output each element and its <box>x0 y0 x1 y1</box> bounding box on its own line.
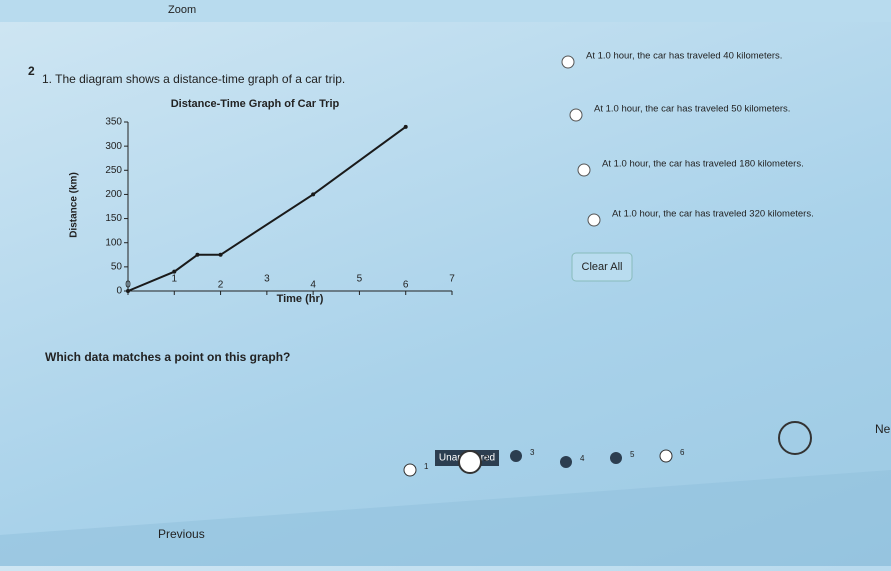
footer-band <box>0 470 891 566</box>
y-axis-label: Distance (km) <box>69 172 80 238</box>
y-tick-label: 150 <box>105 213 122 224</box>
option-text[interactable]: At 1.0 hour, the car has traveled 40 kil… <box>586 51 782 62</box>
question: Which data matches a point on this graph… <box>45 350 290 364</box>
option-radio[interactable] <box>587 213 601 227</box>
nav-number[interactable]: 6 <box>680 448 685 457</box>
x-tick-label: 6 <box>403 280 409 291</box>
nav-bubble[interactable] <box>560 456 572 468</box>
prompt: 1. The diagram shows a distance-time gra… <box>42 72 345 86</box>
nav-number[interactable]: 1 <box>424 462 429 471</box>
graph-line <box>127 126 407 292</box>
y-tick-label: 200 <box>105 189 122 200</box>
option-radio[interactable] <box>569 108 583 122</box>
previous-button[interactable]: Previous <box>158 527 205 541</box>
graph-point <box>126 289 130 293</box>
option-text[interactable]: At 1.0 hour, the car has traveled 180 ki… <box>602 159 804 170</box>
y-tick-label: 50 <box>111 261 123 272</box>
question-number: 2 <box>28 64 35 78</box>
graph-point <box>311 192 316 197</box>
nav-number[interactable]: 2 <box>484 454 489 463</box>
option-text[interactable]: At 1.0 hour, the car has traveled 50 kil… <box>594 104 790 115</box>
x-axis-label: Time (hr) <box>277 293 324 305</box>
clear-all-button[interactable] <box>571 252 633 282</box>
nav-bubble[interactable] <box>510 450 522 462</box>
x-tick-label: 2 <box>218 280 224 291</box>
toolbar <box>0 0 891 22</box>
zoom-button[interactable]: Zoom <box>168 4 196 16</box>
y-tick-label: 350 <box>105 117 122 128</box>
y-tick-label: 100 <box>105 237 122 248</box>
nav-number[interactable]: 4 <box>580 454 585 463</box>
y-tick-label: 250 <box>105 165 122 176</box>
nav-number[interactable]: 3 <box>530 448 535 457</box>
graph-point <box>172 269 177 274</box>
x-tick-label: 0 <box>125 280 131 291</box>
option-radio[interactable] <box>561 55 575 69</box>
graph-point <box>195 252 200 257</box>
graph-point <box>218 252 223 257</box>
y-tick-label: 300 <box>105 141 122 152</box>
next-button[interactable]: Ne <box>875 422 891 436</box>
nav-bubble[interactable] <box>403 463 417 477</box>
option-text[interactable]: At 1.0 hour, the car has traveled 320 ki… <box>612 209 814 220</box>
x-tick-label: 4 <box>310 280 316 291</box>
graph-title: Distance-Time Graph of Car Trip <box>171 98 340 110</box>
clear-all-label[interactable]: Clear All <box>582 261 623 273</box>
x-tick-label: 1 <box>172 274 178 285</box>
option-radio[interactable] <box>577 163 591 177</box>
mascot-icon <box>778 421 812 455</box>
x-tick-label: 3 <box>264 274 270 285</box>
y-tick-label: 0 <box>116 286 122 297</box>
nav-bubble[interactable] <box>610 452 622 464</box>
graph-point <box>403 124 408 129</box>
x-tick-label: 7 <box>449 274 455 285</box>
nav-number[interactable]: 5 <box>630 450 635 459</box>
nav-bubble[interactable] <box>458 450 482 474</box>
nav-bubble[interactable] <box>659 449 673 463</box>
x-tick-label: 5 <box>357 274 363 285</box>
